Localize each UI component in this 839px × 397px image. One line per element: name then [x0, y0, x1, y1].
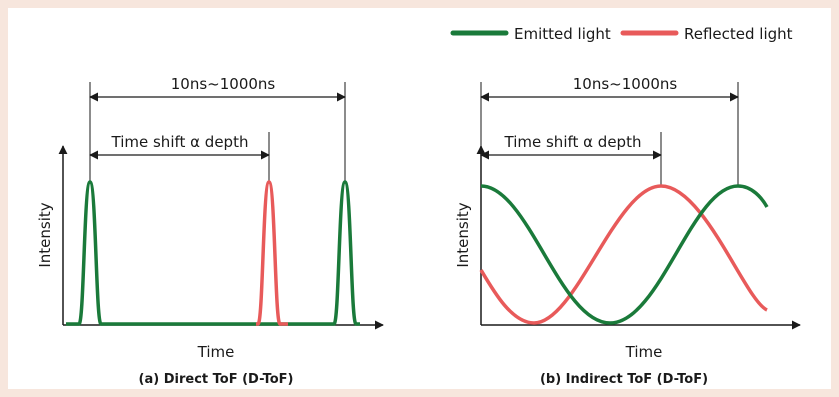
legend-reflected-label: Reflected light: [684, 25, 793, 43]
caption-a: (a) Direct ToF (D-ToF): [139, 372, 294, 387]
reflected-light-curve-b: [479, 184, 768, 325]
y-label-a: Intensity: [36, 202, 54, 267]
legend: Emitted light Reflected light: [450, 25, 793, 43]
shift-label-b: Time shift α depth: [504, 133, 642, 151]
x-label-b: Time: [625, 343, 663, 361]
caption-b: (b) Indirect ToF (D-ToF): [540, 372, 708, 387]
range-label-b: 10ns~1000ns: [573, 75, 678, 93]
y-label-b: Intensity: [454, 202, 472, 267]
shift-label-a: Time shift α depth: [111, 133, 249, 151]
legend-emitted-label: Emitted light: [514, 25, 611, 43]
emitted-light-curve-a: [66, 180, 360, 326]
reflected-light-curve-a: [256, 180, 288, 326]
range-label-a: 10ns~1000ns: [171, 75, 276, 93]
panel-indirect-tof: 10ns~1000ns Time shift α depth Intensity…: [454, 75, 801, 387]
emitted-light-curve-b: [480, 184, 769, 325]
x-label-a: Time: [197, 343, 235, 361]
panel-direct-tof: 10ns~1000ns Time shift α depth Intensity…: [36, 75, 384, 387]
